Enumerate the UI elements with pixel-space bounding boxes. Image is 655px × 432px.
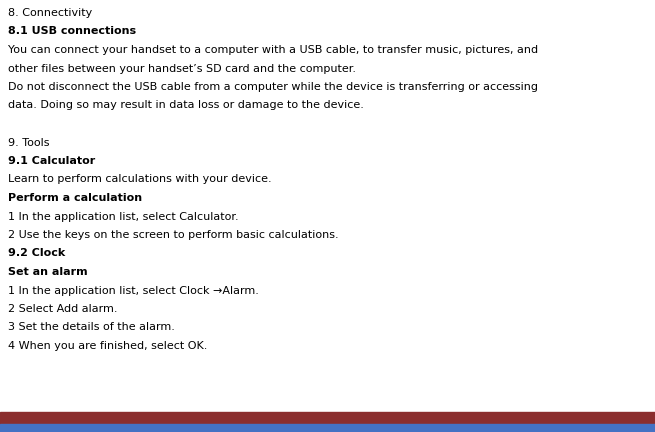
Text: 2 Select Add alarm.: 2 Select Add alarm.	[8, 304, 117, 314]
Text: 2 Use the keys on the screen to perform basic calculations.: 2 Use the keys on the screen to perform …	[8, 230, 339, 240]
Text: Do not disconnect the USB cable from a computer while the device is transferring: Do not disconnect the USB cable from a c…	[8, 82, 538, 92]
Text: other files between your handset’s SD card and the computer.: other files between your handset’s SD ca…	[8, 64, 356, 73]
Text: 1 In the application list, select Calculator.: 1 In the application list, select Calcul…	[8, 212, 238, 222]
Text: 8. Connectivity: 8. Connectivity	[8, 8, 92, 18]
Text: You can connect your handset to a computer with a USB cable, to transfer music, : You can connect your handset to a comput…	[8, 45, 538, 55]
Text: 9.2 Clock: 9.2 Clock	[8, 248, 66, 258]
Text: Set an alarm: Set an alarm	[8, 267, 88, 277]
Bar	[0, 412, 655, 424]
Text: 8.1 USB connections: 8.1 USB connections	[8, 26, 136, 36]
Text: Perform a calculation: Perform a calculation	[8, 193, 142, 203]
Bar	[0, 424, 655, 432]
Text: Learn to perform calculations with your device.: Learn to perform calculations with your …	[8, 175, 272, 184]
Text: data. Doing so may result in data loss or damage to the device.: data. Doing so may result in data loss o…	[8, 101, 364, 111]
Text: 9.1 Calculator: 9.1 Calculator	[8, 156, 95, 166]
Text: 4 When you are finished, select OK.: 4 When you are finished, select OK.	[8, 341, 208, 351]
Text: 3 Set the details of the alarm.: 3 Set the details of the alarm.	[8, 323, 175, 333]
Text: 1 In the application list, select Clock →Alarm.: 1 In the application list, select Clock …	[8, 286, 259, 295]
Text: 9. Tools: 9. Tools	[8, 137, 50, 147]
